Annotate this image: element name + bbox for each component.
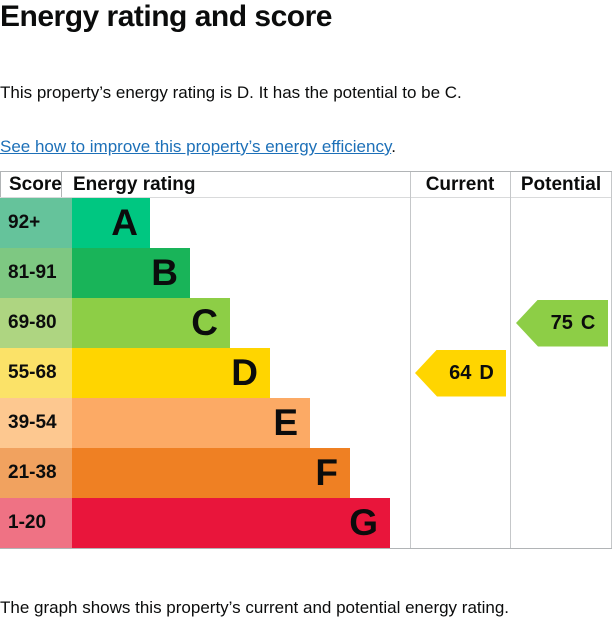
band-score-range: 81-91: [8, 262, 57, 283]
energy-rating-chart: Score Energy rating Current Potential 92…: [0, 171, 612, 549]
potential-rating-band: C: [580, 311, 596, 334]
band-bar: B: [72, 248, 190, 298]
band-letter: G: [349, 502, 378, 543]
column-divider-current: [410, 172, 411, 548]
band-score-cell: 1-20: [0, 498, 72, 548]
band-bar: G: [72, 498, 390, 548]
current-rating-arrow: 64 D: [415, 349, 506, 397]
potential-rating-arrow: 75 C: [516, 299, 608, 347]
band-letter: E: [273, 402, 298, 443]
rating-summary-text: This property’s energy rating is D. It h…: [0, 83, 462, 102]
header-current: Current: [425, 173, 495, 195]
header-energy-rating: Energy rating: [73, 173, 196, 195]
column-divider-potential: [510, 172, 511, 548]
band-row-e: 39-54 E: [0, 398, 612, 448]
band-bar: A: [72, 198, 150, 248]
graph-caption: The graph shows this property’s current …: [0, 598, 510, 617]
current-rating-band: D: [479, 361, 494, 384]
band-row-f: 21-38 F: [0, 448, 612, 498]
header-potential: Potential: [520, 173, 602, 195]
band-letter: D: [231, 352, 258, 393]
current-rating-value: 64: [449, 361, 472, 384]
band-score-range: 21-38: [8, 462, 57, 483]
band-bar: C: [72, 298, 230, 348]
band-bar: D: [72, 348, 270, 398]
band-row-d: 55-68 D: [0, 348, 612, 398]
band-bar: F: [72, 448, 350, 498]
band-score-cell: 39-54: [0, 398, 72, 448]
band-score-cell: 69-80: [0, 298, 72, 348]
table-right-border: [611, 172, 612, 548]
band-row-a: 92+ A: [0, 198, 612, 248]
band-score-cell: 55-68: [0, 348, 72, 398]
band-score-cell: 92+: [0, 198, 72, 248]
band-letter: A: [111, 202, 138, 243]
improve-efficiency-link-line: See how to improve this property’s energ…: [0, 137, 396, 157]
band-score-range: 55-68: [8, 362, 57, 383]
band-letter: B: [151, 252, 178, 293]
band-score-range: 1-20: [8, 512, 47, 533]
chart-header-row: Score Energy rating Current Potential: [0, 172, 612, 198]
link-suffix: .: [391, 137, 396, 156]
band-row-g: 1-20 G: [0, 498, 612, 548]
band-letter: C: [191, 302, 218, 343]
band-score-range: 69-80: [8, 312, 57, 333]
band-score-range: 39-54: [8, 412, 57, 433]
band-score-cell: 21-38: [0, 448, 72, 498]
band-row-b: 81-91 B: [0, 248, 612, 298]
band-letter: F: [315, 452, 338, 493]
improve-efficiency-link[interactable]: See how to improve this property’s energ…: [0, 137, 392, 156]
potential-rating-value: 75: [550, 311, 573, 334]
band-score-range: 92+: [8, 212, 41, 233]
band-score-cell: 81-91: [0, 248, 72, 298]
band-bar: E: [72, 398, 310, 448]
page-title: Energy rating and score: [0, 0, 332, 33]
band-row-c: 69-80 C: [0, 298, 612, 348]
header-score: Score: [0, 172, 62, 197]
